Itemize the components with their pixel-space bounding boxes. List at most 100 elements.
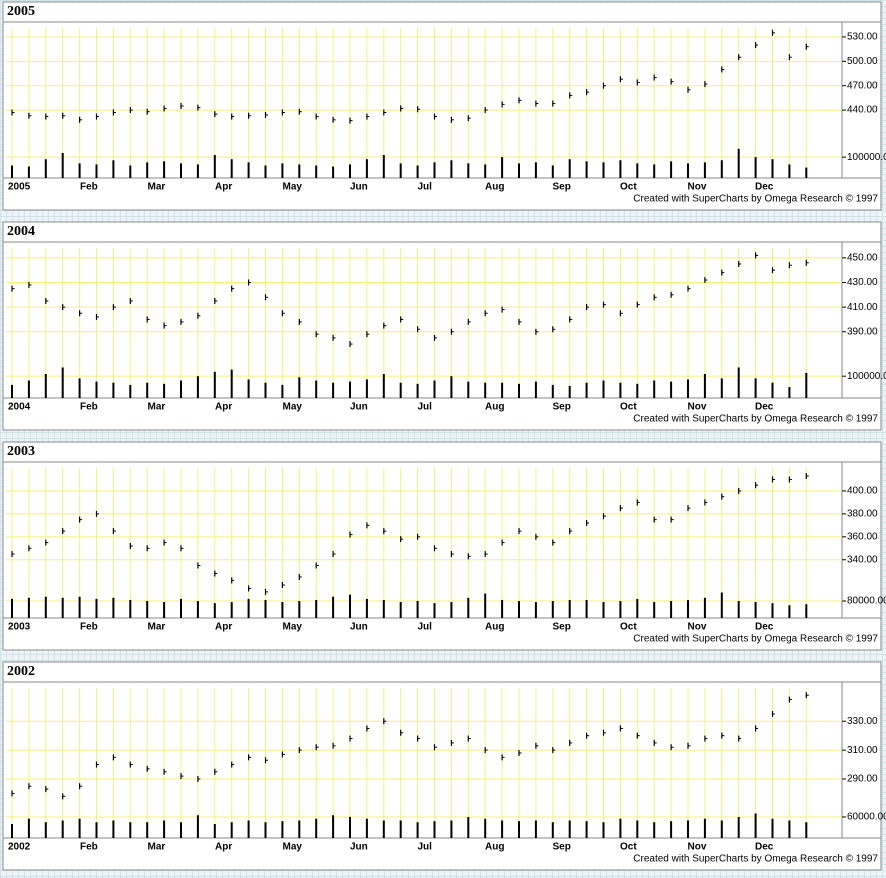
panel — [2, 441, 882, 651]
x-tick-label: Nov — [688, 622, 707, 633]
price-bar — [366, 331, 370, 338]
price-bar — [315, 744, 319, 751]
volume-bar — [382, 599, 385, 618]
price-bar — [704, 277, 708, 284]
volume-bar — [433, 162, 436, 178]
price-bar — [349, 531, 353, 538]
price-bar — [433, 113, 437, 120]
price-bar — [450, 739, 454, 746]
volume-bar — [349, 164, 351, 178]
price-bar — [264, 588, 268, 595]
price-bar — [636, 79, 640, 86]
y-tick-label: 390.00 — [847, 326, 878, 337]
volume-bar — [399, 602, 402, 618]
price-bar — [417, 735, 421, 742]
price-bar — [28, 545, 32, 552]
volume-bar — [788, 164, 791, 178]
volume-bar — [112, 160, 115, 178]
price-bar — [484, 107, 488, 114]
y-tick-label: 430.00 — [847, 277, 878, 288]
price-bar — [248, 754, 252, 761]
price-bar — [349, 341, 353, 348]
volume-bar — [112, 382, 115, 398]
price-bar — [754, 42, 759, 49]
price-bar — [28, 783, 32, 790]
price-bar — [450, 328, 454, 335]
volume-bar — [230, 159, 233, 178]
price-bar — [552, 747, 556, 754]
price-bar — [518, 97, 522, 104]
volume-bar — [568, 599, 571, 618]
price-bar — [687, 505, 691, 512]
price-bar — [45, 539, 49, 546]
price-bar — [366, 522, 370, 529]
y-tick-label: 410.00 — [847, 302, 878, 313]
price-bar — [281, 109, 285, 116]
price-bar — [721, 269, 725, 276]
footer: Created with SuperCharts by Omega Resear… — [633, 194, 878, 205]
volume-bar — [95, 598, 98, 618]
price-bar — [11, 790, 15, 797]
price-bar — [146, 765, 150, 772]
price-bar — [467, 115, 471, 122]
price-bar — [450, 116, 454, 123]
price-bar — [248, 112, 252, 119]
x-tick-label: Mar — [148, 182, 166, 193]
volume-bar — [349, 594, 351, 618]
price-bar — [771, 711, 775, 717]
price-bar — [400, 536, 404, 543]
volume-bar — [298, 164, 301, 178]
price-bar — [602, 301, 606, 308]
volume-bar — [754, 813, 757, 838]
volume-bar — [534, 381, 537, 398]
volume-bar — [230, 602, 233, 618]
volume-bar — [703, 818, 706, 838]
volume-tick-label: 100000.0 — [847, 152, 886, 163]
volume-bar — [44, 822, 47, 838]
price-bar — [231, 577, 235, 584]
x-tick-label: Dec — [755, 842, 774, 853]
price-bar — [281, 582, 285, 588]
volume-bar — [247, 598, 250, 618]
volume-bar — [805, 167, 808, 178]
volume-bar — [602, 162, 605, 178]
price-bar — [146, 316, 150, 323]
price-bar — [214, 768, 218, 775]
price-bar — [231, 285, 235, 292]
volume-bar — [518, 383, 520, 398]
volume-bar — [315, 599, 318, 618]
x-tick-label: 2003 — [8, 622, 31, 633]
x-tick-label: May — [283, 182, 303, 193]
price-bar — [535, 100, 539, 107]
volume-bar — [771, 818, 774, 838]
volume-bar — [146, 162, 149, 178]
price-bar — [602, 513, 606, 520]
price-bar — [315, 113, 319, 120]
footer: Created with SuperCharts by Omega Resear… — [633, 414, 878, 425]
volume-bar — [264, 822, 267, 838]
volume-bar — [805, 604, 808, 618]
volume-bar — [196, 164, 199, 178]
price-bar — [569, 316, 573, 323]
price-bar — [771, 267, 775, 274]
volume-bar — [146, 601, 149, 618]
price-bar — [484, 747, 488, 754]
y-tick-label: 380.00 — [847, 509, 878, 520]
volume-bar — [433, 821, 436, 838]
x-tick-label: 2004 — [8, 402, 31, 413]
volume-bar — [264, 599, 267, 618]
price-bar — [585, 89, 590, 96]
volume-bar — [636, 163, 639, 178]
x-tick-label: Nov — [688, 182, 707, 193]
price-bar — [704, 81, 708, 88]
volume-bar — [230, 822, 233, 838]
price-bar — [11, 109, 15, 116]
price-bar — [248, 585, 252, 592]
x-tick-label: Aug — [485, 842, 504, 853]
y-tick-label: 440.00 — [847, 105, 878, 116]
x-tick-label: Oct — [620, 842, 637, 853]
price-bar — [78, 310, 83, 317]
volume-bar — [196, 376, 199, 398]
price-bar — [180, 545, 184, 552]
price-bar — [78, 116, 83, 123]
